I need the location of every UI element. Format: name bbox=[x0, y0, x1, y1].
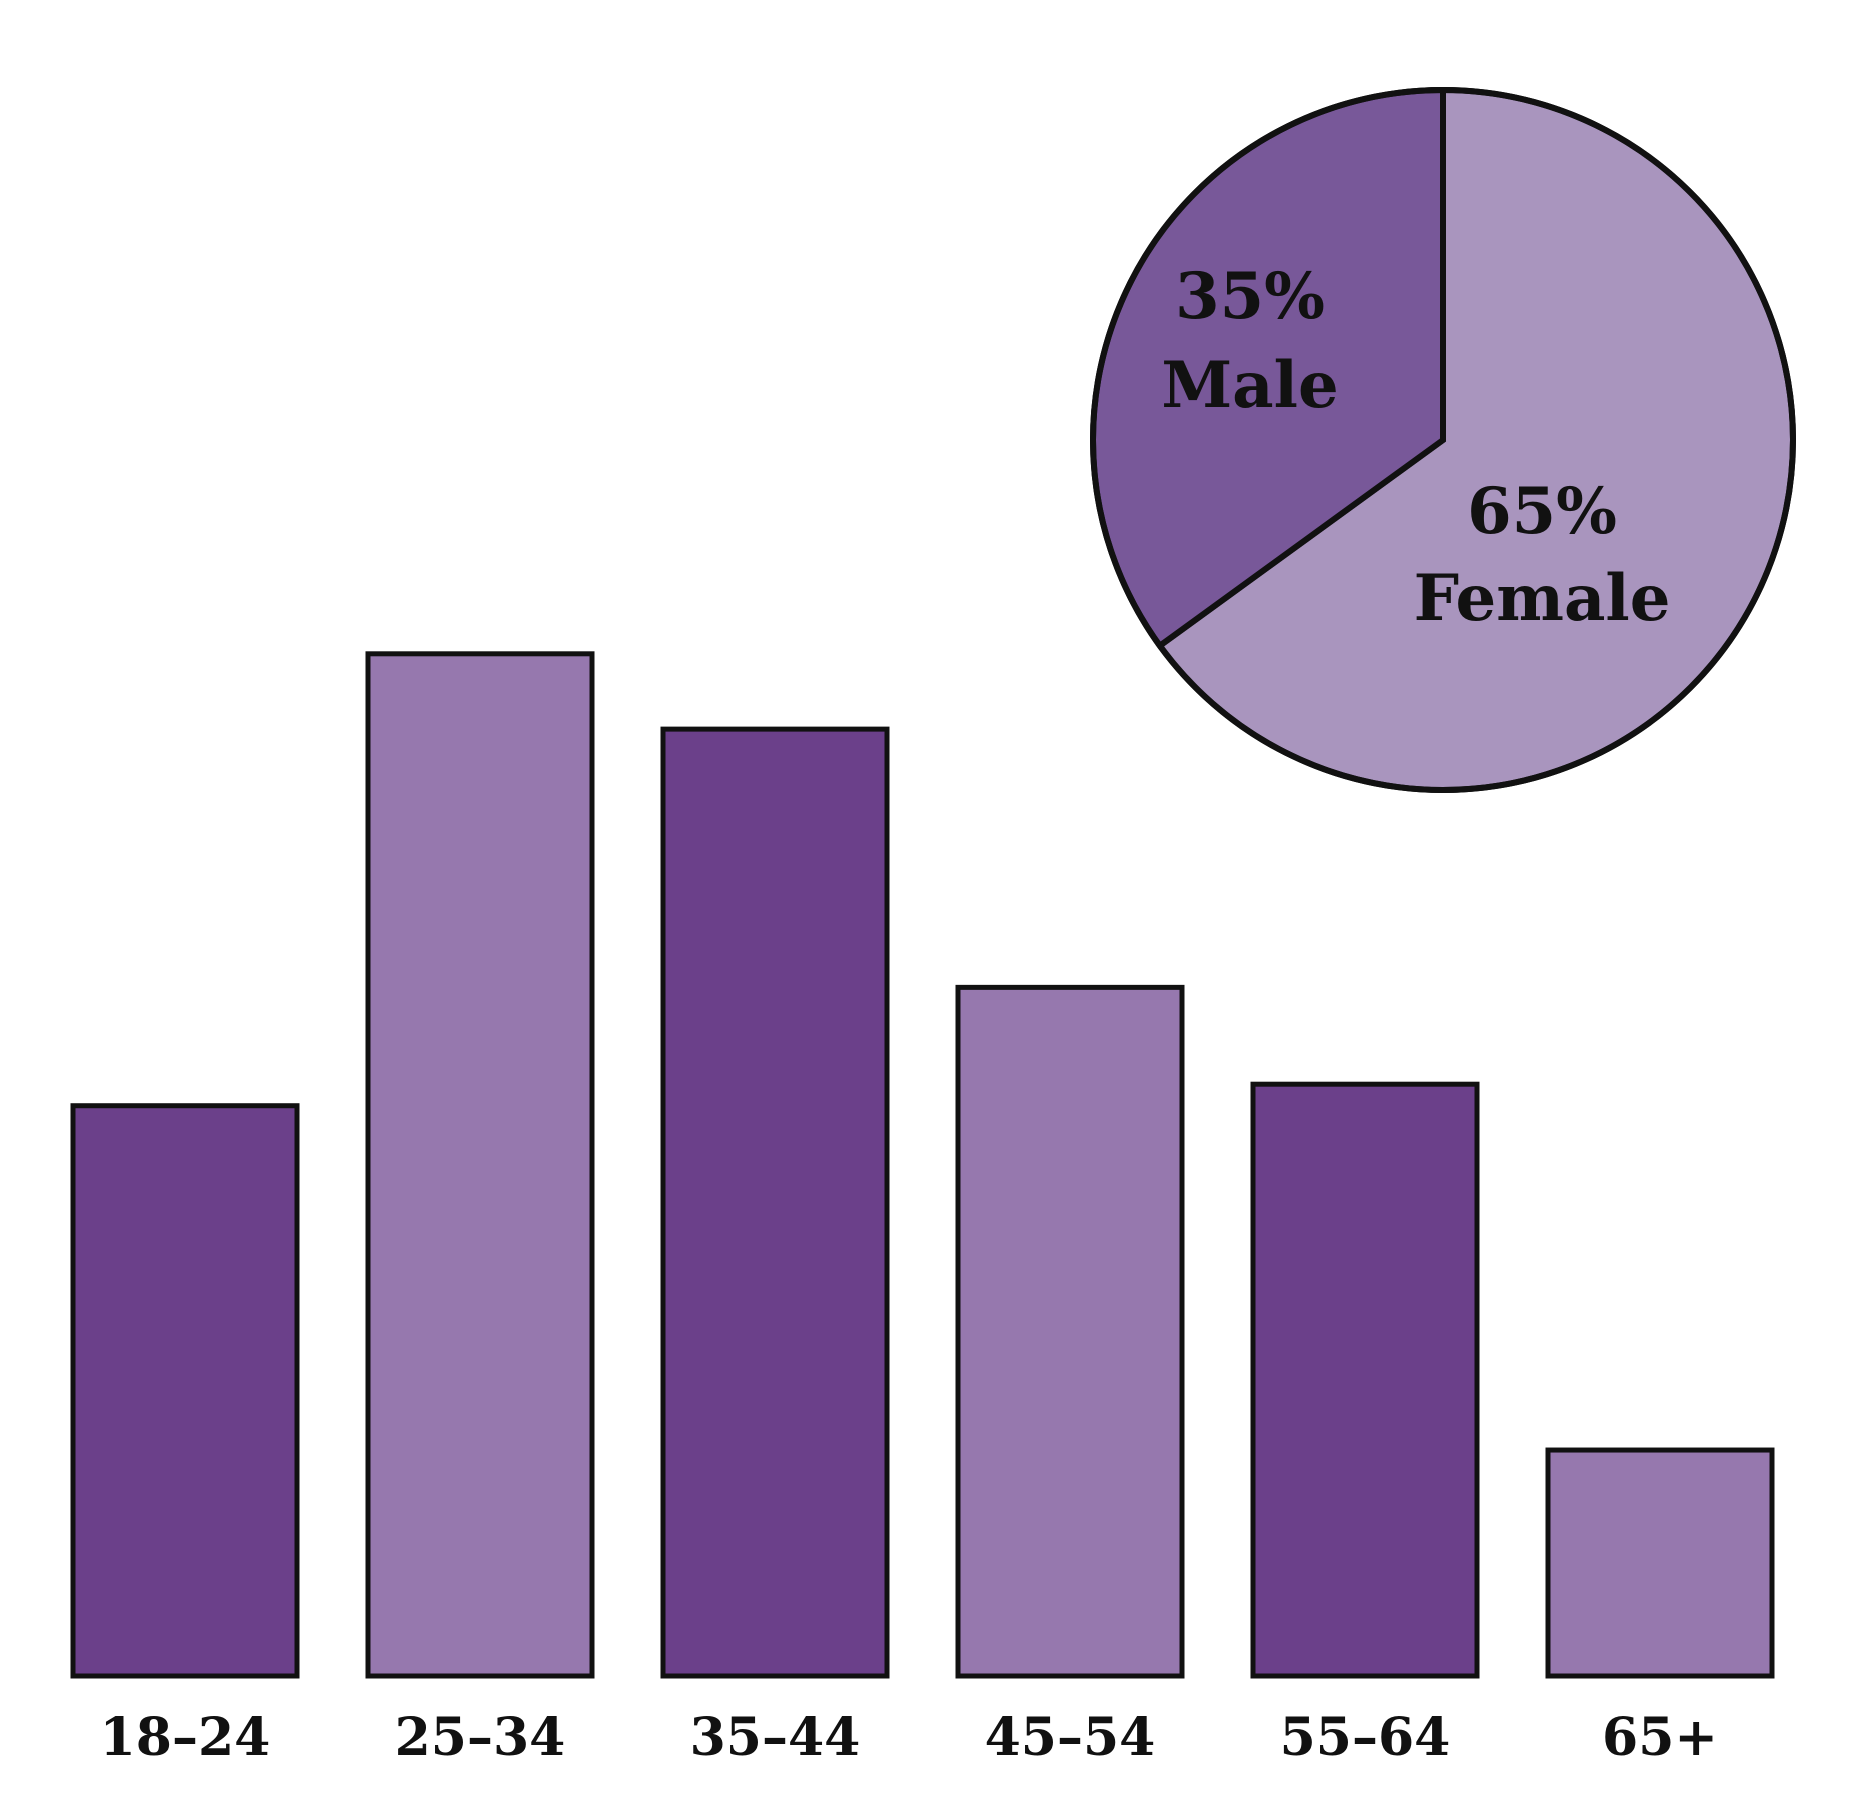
pie-percent-label-male: 35% bbox=[1175, 259, 1325, 334]
bar-18–24 bbox=[70, 1103, 300, 1679]
bar-65+ bbox=[1545, 1447, 1775, 1679]
bar-35–44 bbox=[660, 726, 890, 1679]
pie-percent-label-female: 65% bbox=[1467, 474, 1617, 549]
x-tick-label: 18–24 bbox=[100, 1707, 271, 1768]
pie-name-label-male: Male bbox=[1161, 348, 1338, 423]
x-tick-label: 65+ bbox=[1602, 1707, 1718, 1768]
x-tick-label: 45–54 bbox=[985, 1707, 1156, 1768]
x-tick-label: 55–64 bbox=[1280, 1707, 1451, 1768]
bar-45–54 bbox=[955, 984, 1185, 1679]
x-tick-label: 35–44 bbox=[690, 1707, 861, 1768]
bar-55–64 bbox=[1250, 1081, 1480, 1679]
pie-outline bbox=[1090, 87, 1796, 793]
x-tick-label: 25–34 bbox=[395, 1707, 566, 1768]
bar-25–34 bbox=[365, 651, 595, 1679]
pie-name-label-female: Female bbox=[1414, 561, 1671, 636]
